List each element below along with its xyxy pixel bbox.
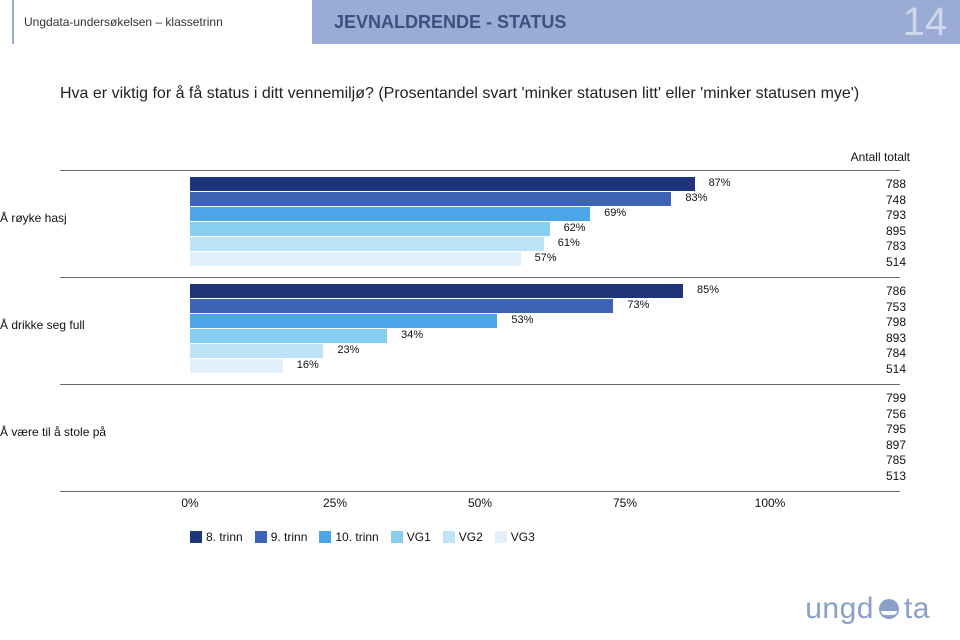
- count-value: 895: [846, 224, 906, 240]
- category-label: Å drikke seg full: [0, 318, 180, 332]
- bar: 83%: [190, 192, 671, 206]
- legend-item: 8. trinn: [190, 530, 243, 544]
- brand-logo: ungd ta: [805, 592, 930, 626]
- bar: 85%: [190, 284, 683, 298]
- count-value: 795: [846, 422, 906, 438]
- bar: 34%: [190, 329, 387, 343]
- bar: 23%: [190, 344, 323, 358]
- chart-subtitle: Hva er viktig for å få status i ditt ven…: [0, 44, 960, 105]
- x-axis: 0%25%50%75%100%: [190, 494, 770, 524]
- count-value: 514: [846, 362, 906, 378]
- page-header: Ungdata-undersøkelsen – klassetrinn JEVN…: [0, 0, 960, 44]
- counts-column: 788748793895783514: [846, 177, 906, 270]
- counts-column: 786753798893784514: [846, 284, 906, 377]
- bar: 69%: [190, 207, 590, 221]
- count-value: 514: [846, 255, 906, 271]
- count-value: 756: [846, 407, 906, 423]
- counts-header: Antall totalt: [851, 150, 910, 164]
- header-survey-name: Ungdata-undersøkelsen – klassetrinn: [0, 0, 314, 44]
- bar-value-label: 53%: [511, 314, 533, 326]
- count-value: 793: [846, 208, 906, 224]
- legend-swatch: [391, 531, 403, 543]
- bar-value-label: 61%: [558, 237, 580, 249]
- chart-group: Å drikke seg full85%73%53%34%23%16%78675…: [60, 277, 900, 384]
- header-divider: [12, 0, 14, 44]
- count-value: 897: [846, 438, 906, 454]
- x-tick-label: 100%: [755, 496, 786, 510]
- bar-value-label: 87%: [709, 177, 731, 189]
- count-value: 893: [846, 331, 906, 347]
- bar: 61%: [190, 237, 544, 251]
- bar-group: 87%83%69%62%61%57%: [190, 177, 770, 271]
- legend-label: 8. trinn: [206, 530, 243, 544]
- chart-container: Antall totalt Å røyke hasj87%83%69%62%61…: [60, 170, 900, 544]
- bar-value-label: 69%: [604, 207, 626, 219]
- legend-swatch: [443, 531, 455, 543]
- bar: 73%: [190, 299, 613, 313]
- legend-swatch: [319, 531, 331, 543]
- page-number: 14: [890, 0, 960, 44]
- legend-item: VG3: [495, 530, 535, 544]
- count-value: 799: [846, 391, 906, 407]
- chart-legend: 8. trinn 9. trinn 10. trinn VG1 VG2 VG3: [190, 530, 960, 544]
- bar: 57%: [190, 252, 521, 266]
- count-value: 753: [846, 300, 906, 316]
- logo-text-right: ta: [904, 592, 930, 626]
- legend-label: VG2: [459, 530, 483, 544]
- bar-value-label: 62%: [564, 222, 586, 234]
- legend-swatch: [190, 531, 202, 543]
- count-value: 784: [846, 346, 906, 362]
- count-value: 798: [846, 315, 906, 331]
- legend-label: VG3: [511, 530, 535, 544]
- header-left-label: Ungdata-undersøkelsen – klassetrinn: [24, 15, 223, 29]
- grouped-bar-chart: Å røyke hasj87%83%69%62%61%57%7887487938…: [60, 170, 900, 492]
- legend-item: VG2: [443, 530, 483, 544]
- count-value: 786: [846, 284, 906, 300]
- count-value: 748: [846, 193, 906, 209]
- legend-label: 10. trinn: [335, 530, 378, 544]
- bar: 53%: [190, 314, 497, 328]
- count-value: 788: [846, 177, 906, 193]
- category-label: Å røyke hasj: [0, 211, 180, 225]
- bar: 62%: [190, 222, 550, 236]
- legend-item: VG1: [391, 530, 431, 544]
- chart-group: Å være til å stole på799756795897785513: [60, 384, 900, 492]
- logo-text-left: ungd: [805, 592, 874, 626]
- counts-column: 799756795897785513: [846, 391, 906, 484]
- bar-group: [190, 391, 770, 485]
- category-label: Å være til å stole på: [0, 425, 180, 439]
- bar-value-label: 83%: [685, 192, 707, 204]
- bar-value-label: 16%: [297, 359, 319, 371]
- count-value: 513: [846, 469, 906, 485]
- legend-label: VG1: [407, 530, 431, 544]
- legend-item: 10. trinn: [319, 530, 378, 544]
- x-tick-label: 75%: [613, 496, 637, 510]
- legend-swatch: [255, 531, 267, 543]
- bar-value-label: 23%: [337, 344, 359, 356]
- header-title: JEVNALDRENDE - STATUS: [314, 0, 890, 44]
- bar-value-label: 34%: [401, 329, 423, 341]
- bar: 87%: [190, 177, 695, 191]
- legend-item: 9. trinn: [255, 530, 308, 544]
- chart-group: Å røyke hasj87%83%69%62%61%57%7887487938…: [60, 170, 900, 277]
- x-tick-label: 50%: [468, 496, 492, 510]
- count-value: 785: [846, 453, 906, 469]
- x-tick-label: 0%: [181, 496, 198, 510]
- x-tick-label: 25%: [323, 496, 347, 510]
- bar-value-label: 57%: [535, 252, 557, 264]
- bar-group: 85%73%53%34%23%16%: [190, 284, 770, 378]
- bar-value-label: 85%: [697, 284, 719, 296]
- count-value: 783: [846, 239, 906, 255]
- logo-smile-icon: [878, 598, 900, 620]
- legend-label: 9. trinn: [271, 530, 308, 544]
- legend-swatch: [495, 531, 507, 543]
- bar: 16%: [190, 359, 283, 373]
- bar-value-label: 73%: [627, 299, 649, 311]
